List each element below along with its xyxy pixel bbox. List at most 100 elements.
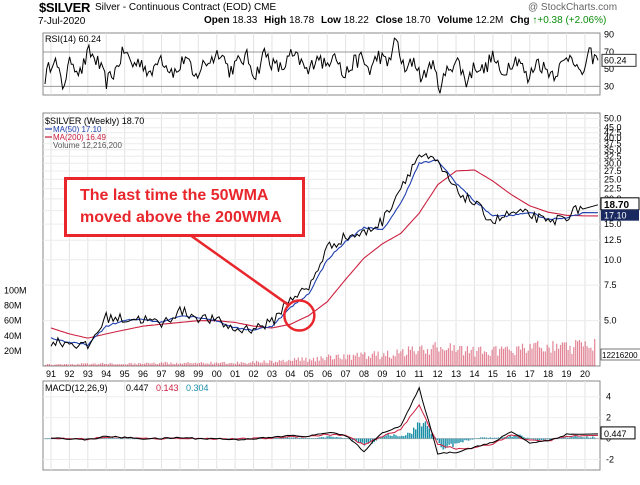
macd-histogram-bar — [357, 438, 360, 443]
volume-bar — [160, 362, 163, 366]
macd-histogram-bar — [340, 437, 342, 439]
macd-histogram-bar — [281, 438, 283, 439]
volume-bar — [159, 363, 161, 366]
volume-bar — [81, 363, 83, 366]
volume-bar — [141, 364, 144, 366]
macd-histogram-bar — [133, 438, 135, 440]
macd-histogram-bar — [348, 438, 350, 440]
volume-bar — [259, 362, 261, 366]
macd-histogram-bar — [558, 438, 560, 439]
macd-histogram-bar — [483, 437, 486, 439]
volume-bar — [371, 353, 373, 366]
volume-bar — [115, 364, 117, 366]
macd-histogram-bar — [377, 438, 379, 440]
macd-histogram-bar — [409, 432, 411, 439]
volume-bar — [392, 355, 394, 366]
volume-bar — [100, 363, 102, 366]
volume-bar — [333, 359, 335, 366]
volume-bar — [535, 342, 537, 366]
volume-bar — [318, 360, 320, 366]
volume-bar — [326, 357, 328, 366]
volume-bar — [350, 359, 353, 366]
volume-bar — [216, 362, 218, 366]
macd-histogram-bar — [584, 437, 586, 439]
volume-bar — [305, 357, 307, 366]
volume-bar — [276, 362, 278, 366]
price-tick-label: 40.0 — [604, 133, 622, 143]
volume-bar — [217, 363, 220, 366]
volume-bar — [375, 355, 377, 366]
ma200-legend-item: MA(200) 16.49 — [53, 133, 106, 142]
volume-bar — [45, 364, 47, 366]
volume-bar — [255, 360, 258, 366]
volume-bar — [273, 363, 275, 366]
volume-bar — [208, 363, 210, 366]
macd-histogram-bar — [405, 435, 407, 439]
volume-bar — [128, 363, 130, 366]
volume-bar — [343, 354, 345, 366]
macd-histogram-bar — [289, 437, 291, 439]
volume-bar — [552, 341, 554, 366]
macd-histogram-bar — [415, 429, 417, 439]
volume-bar — [183, 362, 185, 366]
volume-bar — [176, 362, 178, 366]
volume-bar — [119, 364, 121, 366]
macd-histogram-bar — [336, 437, 338, 439]
volume-bar — [252, 361, 254, 366]
macd-histogram-bar — [533, 438, 535, 440]
volume-bar — [62, 364, 64, 366]
volume-label: Volume — [437, 15, 473, 26]
volume-bar — [400, 351, 402, 366]
macd-histogram-bar — [123, 438, 126, 440]
volume-bar — [406, 354, 408, 366]
macd-histogram-bar — [430, 434, 433, 439]
x-tick-label: 91 — [46, 369, 56, 379]
macd-histogram-bar — [546, 438, 549, 440]
price-tick-label: 25.0 — [604, 174, 622, 184]
macd-line — [50, 386, 599, 455]
volume-bar — [377, 351, 379, 366]
volume-bar — [354, 355, 356, 366]
volume-bar — [191, 363, 193, 366]
macd-histogram-bar — [450, 438, 452, 444]
macd-histogram-bar — [344, 438, 346, 439]
volume-bar — [181, 363, 183, 366]
macd-histogram-bar — [100, 438, 102, 439]
macd-histogram-bar — [102, 438, 104, 439]
x-tick-label: 17 — [525, 369, 535, 379]
macd-histogram-bar — [115, 438, 118, 439]
macd-histogram-bar — [424, 421, 427, 439]
macd-histogram-bar — [566, 437, 568, 439]
macd-histogram-bar — [397, 436, 399, 439]
volume-bar — [470, 349, 472, 366]
volume-bar — [523, 348, 525, 366]
macd-histogram-bar — [52, 438, 55, 440]
volume-bar — [571, 353, 573, 366]
volume-bar — [497, 355, 499, 366]
macd-histogram-bar — [576, 436, 578, 439]
x-tick-label: 01 — [230, 369, 240, 379]
rsi-panel-frame — [42, 32, 601, 96]
volume-bar — [491, 349, 493, 366]
macd-histogram-bar — [228, 438, 230, 440]
macd-histogram-bar — [108, 438, 110, 439]
volume-bar — [238, 363, 240, 366]
macd-legend-value: 0.304 — [186, 383, 209, 393]
macd-histogram-bar — [292, 437, 295, 439]
volume-bar — [162, 363, 164, 366]
rsi-last-value-box — [601, 53, 637, 67]
macd-histogram-bar — [119, 438, 122, 440]
volume-bar — [295, 359, 297, 366]
volume-tick-label: 20M — [4, 346, 22, 356]
low-label: Low — [320, 15, 341, 26]
volume-bar — [485, 352, 487, 366]
volume-bar — [235, 363, 237, 366]
volume-bar — [126, 364, 128, 366]
volume-bar — [58, 364, 60, 366]
volume-bar — [185, 363, 187, 366]
macd-histogram-bar — [474, 438, 476, 440]
volume-bar — [212, 363, 214, 366]
macd-histogram-bar — [448, 438, 450, 445]
price-tick-label: 45.0 — [604, 123, 622, 133]
macd-histogram-bar — [420, 426, 423, 439]
